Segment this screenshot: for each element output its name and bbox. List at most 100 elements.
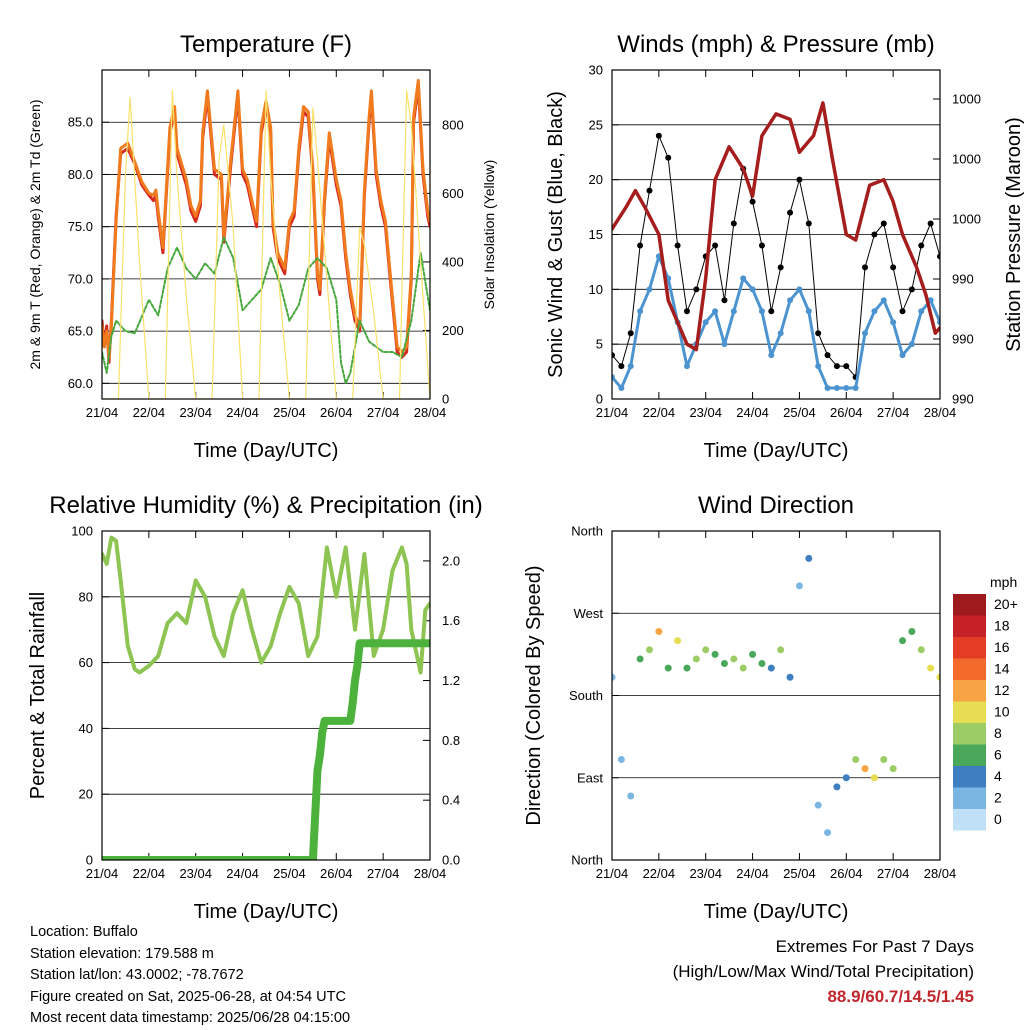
direction-point (645, 646, 653, 654)
legend-swatch (953, 787, 986, 809)
legend-swatch (953, 680, 986, 702)
temperature-ylabel: 2m & 9m T (Red, Orange) & 2m Td (Green) (27, 100, 43, 370)
direction-point (842, 774, 850, 782)
legend-label: 0 (994, 811, 1002, 827)
legend-label: 6 (994, 747, 1002, 763)
x-tick-label: 26/04 (320, 405, 353, 420)
extremes-title: Extremes For Past 7 Days (775, 937, 974, 956)
direction-xlabel: Time (Day/UTC) (704, 901, 849, 923)
latlon-text: Station lat/lon: 43.0002; -78.7672 (30, 967, 244, 983)
y-tick-label: 85.0 (68, 115, 93, 130)
x-tick-label: 22/04 (133, 866, 166, 881)
precip-series (102, 639, 430, 860)
direction-point (908, 628, 916, 636)
legend-label: 12 (994, 682, 1010, 698)
direction-point (824, 829, 832, 837)
location-text: Location: Buffalo (30, 924, 138, 940)
legend-label: 2 (994, 790, 1002, 806)
winds-ylabel: Sonic Wind & Gust (Blue, Black) (545, 91, 567, 378)
x-tick-label: 25/04 (273, 405, 306, 420)
legend-swatch (953, 658, 986, 680)
legend-swatch (953, 594, 986, 616)
x-tick-label: 25/04 (273, 866, 306, 881)
recent-timestamp-text: Most recent data timestamp: 2025/06/28 0… (30, 1010, 351, 1026)
direction-frame (611, 530, 941, 861)
x-tick-label: 21/04 (596, 405, 629, 420)
pressure-series (612, 101, 940, 352)
y2-tick-label: 800 (442, 117, 464, 132)
y-tick-label: 60 (79, 655, 93, 670)
x-tick-label: 28/04 (924, 866, 957, 881)
winds-xlabel: Time (Day/UTC) (704, 440, 849, 462)
winds-frame (611, 69, 941, 400)
x-tick-label: 22/04 (133, 405, 166, 420)
legend-title: mph (990, 574, 1017, 590)
y2-tick-label: 0.8 (442, 733, 460, 748)
extremes-values: 88.9/60.7/14.5/1.45 (827, 987, 974, 1006)
direction-panel: Wind Direction Time (Day/UTC) 21/04 22/04 23… (523, 492, 1018, 923)
legend-label: 8 (994, 725, 1002, 741)
legend-label: 18 (994, 618, 1010, 634)
legend-swatch (953, 723, 986, 745)
extremes-subtitle: (High/Low/Max Wind/Total Precipitation) (672, 962, 974, 981)
direction-point (889, 765, 897, 773)
x-tick-label: 26/04 (830, 405, 863, 420)
y2-tick-label: 0.4 (442, 793, 460, 808)
y-tick-label: 65.0 (68, 324, 93, 339)
x-tick-label: 26/04 (320, 866, 353, 881)
station-info: Location: Buffalo Station elevation: 179… (30, 922, 350, 1030)
y-tick-label: 80.0 (68, 167, 93, 182)
y-tick-label: South (569, 688, 603, 703)
rh-series (102, 535, 430, 675)
x-tick-label: 27/04 (877, 405, 910, 420)
legend-label: 20+ (994, 596, 1018, 612)
direction-point (674, 637, 682, 645)
direction-point (655, 628, 663, 636)
direction-point (833, 783, 841, 791)
x-tick-label: 28/04 (414, 405, 447, 420)
direction-point (636, 655, 644, 663)
y2-tick-label: 0.0 (442, 853, 460, 868)
direction-point (861, 765, 869, 773)
temperature-panel: Temperature (F) Time (Day/UTC) 21/04 22/04 2… (27, 31, 497, 462)
x-tick-label: 23/04 (179, 405, 212, 420)
humidity-ylabel: Percent & Total Rainfall (27, 592, 49, 800)
y-tick-label: 15 (589, 227, 603, 242)
y-tick-label: 70.0 (68, 271, 93, 286)
x-tick-label: 22/04 (643, 866, 676, 881)
direction-point (805, 554, 813, 562)
x-tick-label: 27/04 (367, 405, 400, 420)
direction-point (720, 660, 728, 668)
y-tick-label: East (577, 770, 603, 785)
temperature-y2label: Solar Insolation (Yellow) (481, 160, 497, 310)
t2m-series (102, 84, 430, 364)
y-tick-label: 30 (589, 63, 603, 78)
y-tick-label: North (571, 524, 603, 539)
direction-point (664, 664, 672, 672)
x-tick-label: 21/04 (86, 405, 119, 420)
y2-tick-label: 600 (442, 186, 464, 201)
direction-point (927, 664, 935, 672)
winds-title: Winds (mph) & Pressure (mb) (617, 31, 934, 58)
direction-point (612, 673, 616, 681)
y-tick-label: 5 (596, 337, 603, 352)
x-tick-label: 24/04 (736, 405, 769, 420)
direction-point (692, 655, 700, 663)
humidity-plot-area (102, 535, 430, 860)
legend-label: 10 (994, 704, 1010, 720)
humidity-frame (101, 530, 431, 861)
humidity-xlabel: Time (Day/UTC) (194, 901, 339, 923)
y-tick-label: 0 (86, 853, 93, 868)
x-tick-label: 21/04 (596, 866, 629, 881)
y2-tick-label: 1000 (952, 212, 981, 227)
temperature-plot-area (102, 78, 430, 399)
legend-swatch (953, 701, 986, 723)
winds-panel: Winds (mph) & Pressure (mb) Time (Day/UTC… (545, 31, 1024, 462)
legend-label: 14 (994, 661, 1010, 677)
y-tick-label: 0 (596, 392, 603, 407)
humidity-title: Relative Humidity (%) & Precipitation (i… (49, 492, 482, 519)
x-tick-label: 28/04 (924, 405, 957, 420)
y2-tick-label: 1.2 (442, 673, 460, 688)
direction-point (852, 755, 860, 763)
